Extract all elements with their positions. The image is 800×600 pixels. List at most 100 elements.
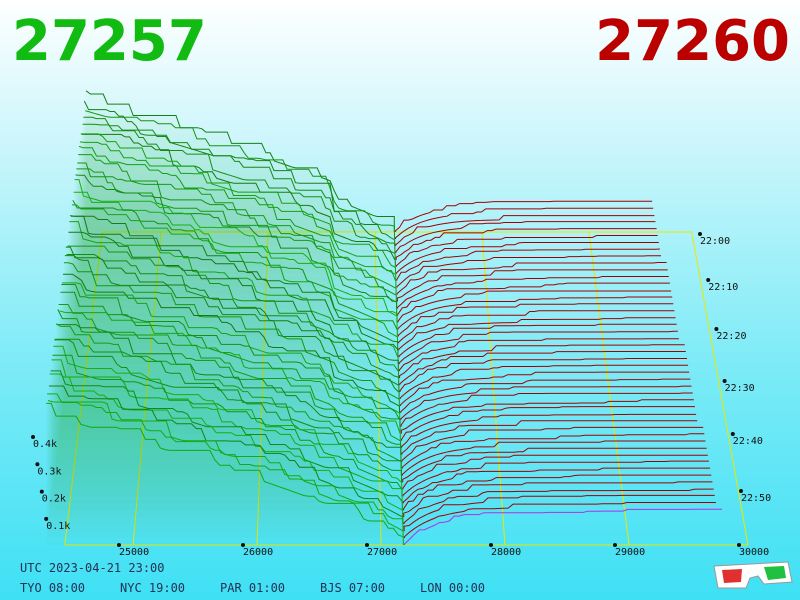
ask-depth-line	[395, 221, 656, 253]
bid-depth-line	[56, 324, 402, 462]
bid-depth-line	[79, 141, 397, 281]
ask-depth-line	[401, 413, 697, 448]
ask-depth-line	[396, 269, 668, 302]
bid-depth-line	[53, 345, 403, 490]
time-tick	[739, 489, 743, 493]
ask-depth-line	[403, 481, 713, 518]
price-label: 29000	[615, 547, 645, 558]
price-tick	[117, 543, 121, 547]
bid-depth-line	[83, 116, 396, 253]
time-tick	[698, 232, 702, 236]
bid-depth-line	[55, 323, 402, 469]
volume-label: 0.4k	[33, 439, 57, 450]
bid-depth-line	[85, 90, 395, 233]
depth-lines	[46, 90, 722, 546]
zone-clock: PAR 01:00	[220, 581, 285, 595]
bid-depth-line	[78, 145, 397, 288]
bid-depth-line	[61, 284, 401, 427]
ask-depth-line	[400, 392, 693, 427]
volume-tick	[44, 516, 49, 521]
bid-depth-line	[55, 338, 402, 476]
time-label: 22:20	[716, 331, 746, 342]
ask-depth-line	[404, 508, 722, 546]
time-label: 22:10	[708, 282, 738, 293]
price-tick	[737, 543, 741, 547]
ask-depth-line	[403, 488, 714, 525]
bid-depth-line	[63, 273, 401, 413]
ask-depth-line	[398, 330, 678, 365]
ask-depth-line	[403, 494, 715, 532]
ask-depth-line	[399, 344, 685, 379]
bid-depth-line	[59, 310, 401, 441]
ask-depth-line	[395, 235, 658, 267]
red-lens	[722, 569, 742, 583]
bid-depth-line	[63, 262, 400, 406]
time-tick	[706, 278, 711, 282]
price-tick	[241, 543, 245, 547]
ask-depth-line	[397, 282, 670, 316]
bid-depth-line	[48, 385, 404, 525]
bid-depth-line	[80, 133, 397, 274]
bid-depth-line	[67, 245, 400, 379]
bid-depth-line	[62, 282, 401, 420]
bid-price: 27257	[12, 9, 207, 74]
time-label: 22:50	[741, 493, 771, 504]
bid-depth-line	[72, 199, 398, 337]
zone-clock: NYC 19:00	[120, 581, 185, 595]
ask-price: 27260	[595, 9, 790, 74]
ask-depth-line	[396, 255, 661, 288]
ask-depth-line	[401, 440, 706, 476]
price-label: 30000	[739, 547, 769, 558]
bid-depth-line	[66, 254, 400, 386]
ask-depth-line	[399, 358, 687, 392]
axis-labels: 25000 26000 27000 28000 29000 30000 22:00 22:10…	[31, 232, 771, 558]
ask-depth-line	[402, 447, 707, 483]
ask-depth-line	[399, 371, 690, 406]
floor-line	[132, 231, 162, 546]
time-tick	[722, 379, 727, 383]
ask-depth-line	[394, 200, 653, 233]
ask-depth-line	[398, 338, 679, 372]
bid-depth-line	[74, 179, 398, 323]
bid-depth-line	[77, 162, 397, 302]
ask-depth-line	[397, 296, 673, 330]
ask-depth-line	[394, 207, 654, 239]
floor-line	[256, 231, 269, 546]
bid-depth-line	[82, 123, 396, 260]
ask-depth-line	[400, 406, 695, 441]
3d-glasses-icon[interactable]	[713, 561, 793, 589]
ask-depth-line	[402, 474, 712, 511]
ask-depth-line	[395, 215, 655, 246]
ask-depth-line	[397, 276, 669, 309]
ask-depth-line	[397, 290, 672, 323]
ask-depth-line	[403, 502, 716, 539]
volume-tick	[31, 435, 35, 439]
price-label: 25000	[119, 547, 149, 558]
green-lens	[764, 566, 786, 580]
volume-tick	[35, 462, 40, 467]
ask-depth-line	[401, 420, 698, 455]
time-label: 22:40	[733, 436, 763, 447]
floor-line	[588, 231, 630, 546]
zone-clock: BJS 07:00	[320, 581, 385, 595]
price-label: 27000	[367, 547, 397, 558]
ask-depth-line	[399, 364, 689, 399]
bid-depth-line	[71, 204, 399, 344]
bid-depth-line	[81, 133, 396, 267]
volume-label: 0.3k	[37, 466, 61, 477]
ask-depth-line	[396, 242, 659, 274]
ask-depth-line	[402, 460, 709, 497]
ask-depth-line	[399, 351, 686, 386]
ask-depth-line	[400, 399, 694, 434]
price-tick	[489, 543, 493, 547]
price-tick	[613, 543, 617, 547]
price-label: 26000	[243, 547, 273, 558]
bid-depth-line	[70, 215, 399, 358]
price-tick	[365, 543, 369, 547]
bid-depth-line	[68, 231, 399, 372]
ask-depth-line	[402, 454, 708, 490]
bid-depth-line	[46, 402, 404, 546]
ask-depth-line	[401, 426, 704, 462]
time-tick	[730, 432, 735, 436]
bid-depth-line	[60, 291, 401, 434]
